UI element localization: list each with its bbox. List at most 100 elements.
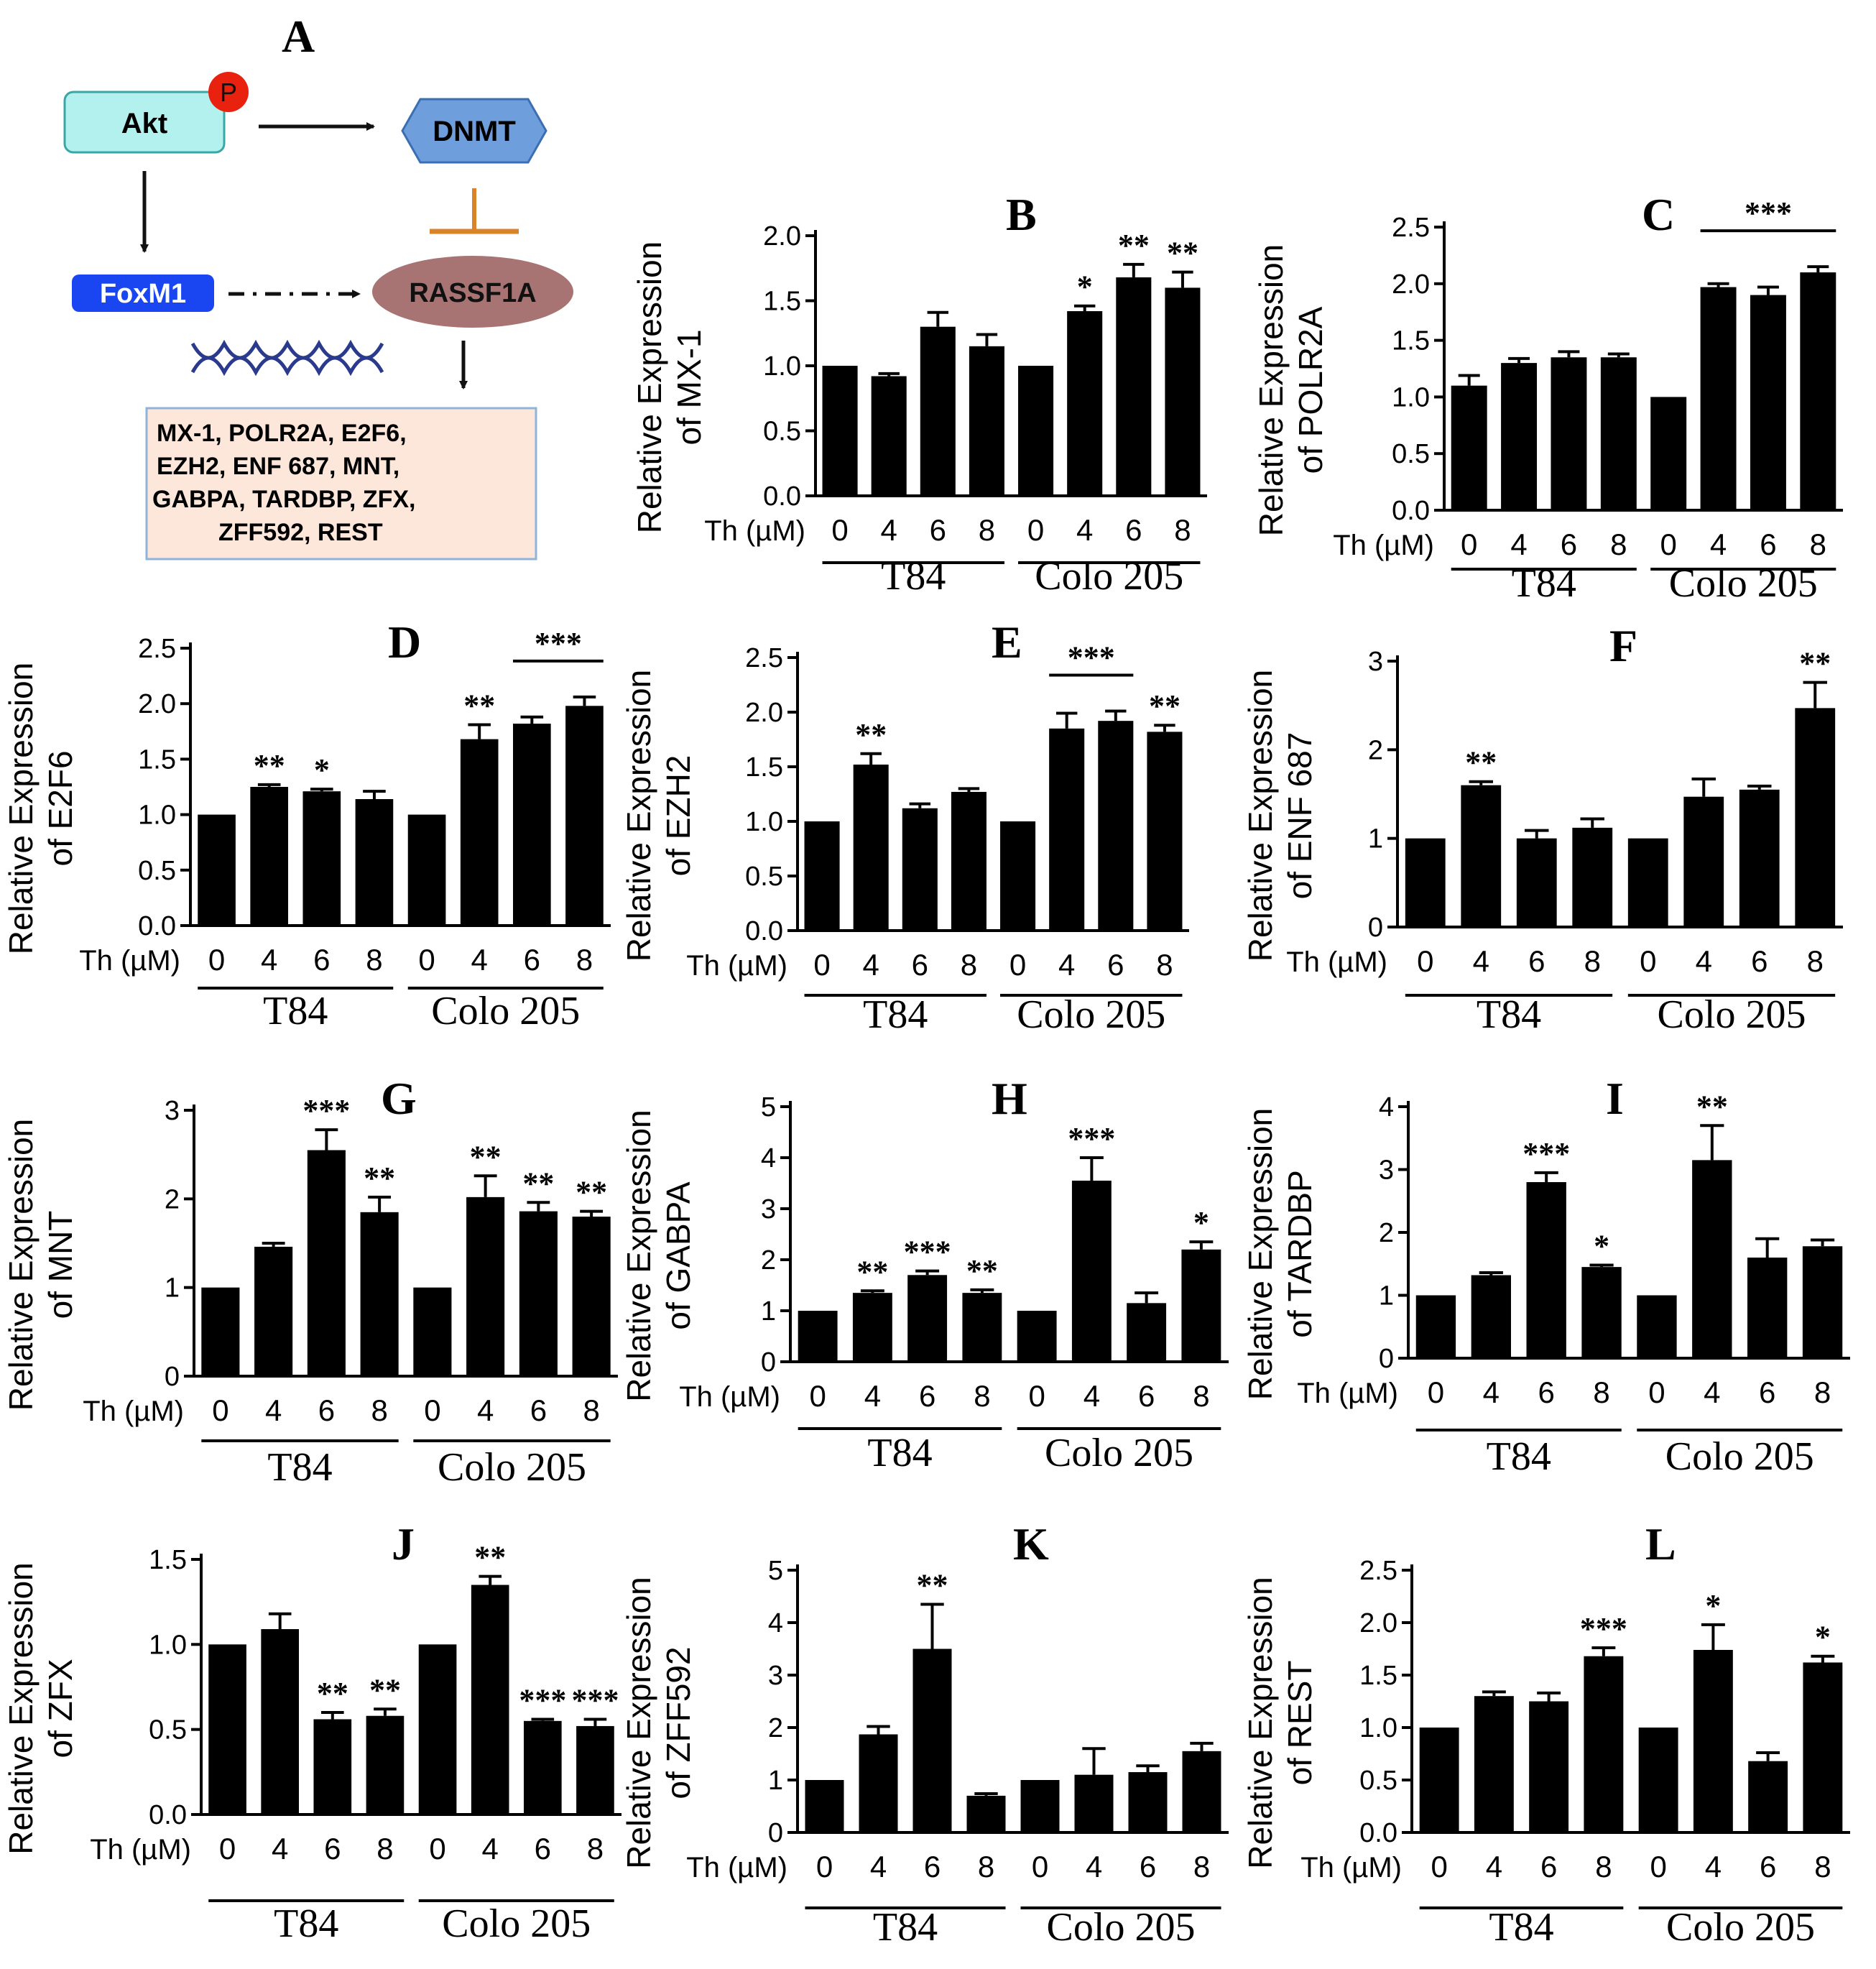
x-tick-label-e-3: 8 <box>961 948 977 982</box>
significance-h-2: *** <box>904 1235 951 1270</box>
y-tick-label-l: 1.0 <box>1359 1713 1397 1743</box>
bar-i-6 <box>1747 1258 1788 1358</box>
x-tick-label-f-7: 8 <box>1807 944 1824 978</box>
bar-d-7 <box>565 706 604 926</box>
x-tick-label-d-4: 0 <box>418 943 435 977</box>
y-tick-label-h: 3 <box>761 1194 776 1225</box>
x-prefix-e: Th (µM) <box>686 950 787 982</box>
y-axis-subtitle-l: of REST <box>1281 1661 1318 1786</box>
y-tick-label-e: 1.5 <box>745 752 783 783</box>
x-tick-label-i-3: 8 <box>1593 1375 1609 1409</box>
x-tick-label-h-1: 4 <box>864 1379 881 1413</box>
chart-panel-c: 0.0 0.5 1.0 1.5 2.0 2.5 Relative Expression of … <box>1252 189 1843 606</box>
bar-g-2 <box>307 1150 346 1376</box>
significance-g-3: ** <box>364 1161 395 1196</box>
x-tick-label-l-4: 0 <box>1650 1850 1666 1883</box>
y-tick-label-e: 2.5 <box>745 643 783 673</box>
x-tick-label-f-5: 4 <box>1696 944 1712 978</box>
y-tick-label-b: 0.5 <box>763 417 801 447</box>
foxm1-node: FoxM1 <box>72 275 214 312</box>
x-tick-label-e-2: 6 <box>912 948 928 982</box>
x-tick-label-j-3: 8 <box>376 1832 393 1866</box>
bar-k-5 <box>1074 1774 1114 1832</box>
bar-b-0 <box>822 366 858 496</box>
bar-l-4 <box>1638 1728 1678 1832</box>
y-tick-label-k: 5 <box>768 1556 783 1586</box>
bar-l-1 <box>1474 1696 1514 1832</box>
x-prefix-f: Th (µM) <box>1286 946 1387 978</box>
x-prefix-l: Th (µM) <box>1300 1852 1402 1883</box>
y-tick-label-g: 3 <box>165 1096 180 1126</box>
y-axis-subtitle-c: of POLR2A <box>1292 306 1329 474</box>
bar-l-5 <box>1693 1649 1733 1832</box>
group-label-colo205-c: Colo 205 <box>1669 561 1818 606</box>
bar-i-3 <box>1581 1267 1622 1358</box>
panel-letter-i: I <box>1606 1073 1624 1124</box>
bar-c-2 <box>1551 357 1587 510</box>
x-tick-label-f-4: 0 <box>1640 944 1656 978</box>
y-tick-label-h: 2 <box>761 1245 776 1276</box>
bar-d-1 <box>250 787 289 926</box>
group-label-colo205-k: Colo 205 <box>1047 1905 1196 1950</box>
y-tick-label-h: 5 <box>761 1092 776 1122</box>
x-prefix-k: Th (µM) <box>686 1852 787 1883</box>
y-axis-subtitle-i: of TARDBP <box>1281 1170 1318 1337</box>
x-tick-label-c-4: 0 <box>1660 527 1677 561</box>
significance-d-1: ** <box>254 748 285 783</box>
y-tick-label-g: 1 <box>165 1273 180 1304</box>
phospho-badge: P <box>208 72 249 112</box>
x-tick-label-j-1: 4 <box>272 1832 288 1866</box>
bar-c-0 <box>1451 385 1487 510</box>
bar-h-1 <box>852 1293 892 1362</box>
bar-g-0 <box>201 1287 240 1376</box>
y-axis-title-l: Relative Expression <box>1242 1577 1279 1869</box>
bar-i-1 <box>1471 1275 1511 1358</box>
significance-l-3: *** <box>1580 1611 1627 1646</box>
bar-i-7 <box>1802 1246 1843 1358</box>
x-tick-label-e-7: 8 <box>1156 948 1173 982</box>
bar-b-3 <box>969 346 1004 496</box>
bar-i-0 <box>1415 1295 1456 1358</box>
x-tick-label-g-0: 0 <box>212 1393 228 1427</box>
group-label-colo205-h: Colo 205 <box>1045 1431 1193 1475</box>
bar-h-5 <box>1071 1180 1112 1362</box>
bar-j-7 <box>576 1725 614 1814</box>
bar-h-2 <box>907 1275 948 1362</box>
group-label-colo205-f: Colo 205 <box>1658 992 1806 1037</box>
y-tick-label-k: 0 <box>768 1818 783 1848</box>
x-tick-label-d-7: 8 <box>576 943 593 977</box>
x-tick-label-l-0: 0 <box>1431 1850 1447 1883</box>
bar-h-3 <box>962 1293 1002 1362</box>
bar-j-0 <box>208 1644 246 1814</box>
gene-line-2: EZH2, ENF 687, MNT, <box>157 453 399 480</box>
x-tick-label-h-6: 6 <box>1138 1379 1155 1413</box>
x-tick-label-j-2: 6 <box>324 1832 341 1866</box>
chart-panel-l: 0.0 0.5 1.0 1.5 2.0 2.5 Relative Expression of … <box>1242 1518 1850 1950</box>
bar-g-7 <box>572 1217 611 1376</box>
y-tick-label-h: 0 <box>761 1347 776 1378</box>
bar-f-4 <box>1627 838 1668 927</box>
x-tick-label-g-7: 8 <box>583 1393 599 1427</box>
bracket-label-d: *** <box>535 626 582 661</box>
x-tick-label-c-5: 4 <box>1710 527 1727 561</box>
x-tick-label-i-0: 0 <box>1428 1375 1444 1409</box>
phospho-label: P <box>220 78 237 107</box>
x-tick-label-h-5: 4 <box>1083 1379 1100 1413</box>
significance-l-5: * <box>1705 1588 1721 1623</box>
bar-l-6 <box>1748 1761 1788 1832</box>
group-label-t84-e: T84 <box>863 992 928 1037</box>
gene-line-4: ZFF592, REST <box>218 519 383 546</box>
y-axis-title-h: Relative Expression <box>620 1110 657 1402</box>
y-tick-label-c: 2.5 <box>1392 213 1430 243</box>
y-tick-label-k: 2 <box>768 1713 783 1743</box>
rassf1a-node: RASSF1A <box>372 256 573 328</box>
y-axis-subtitle-d: of E2F6 <box>42 750 79 866</box>
significance-f-1: ** <box>1465 745 1497 780</box>
x-tick-label-i-4: 0 <box>1648 1375 1665 1409</box>
x-prefix-j: Th (µM) <box>90 1834 191 1866</box>
significance-h-5: *** <box>1068 1121 1115 1156</box>
x-tick-label-c-7: 8 <box>1810 527 1826 561</box>
y-tick-label-e: 1.0 <box>745 807 783 837</box>
y-tick-label-j: 0.0 <box>149 1800 187 1830</box>
